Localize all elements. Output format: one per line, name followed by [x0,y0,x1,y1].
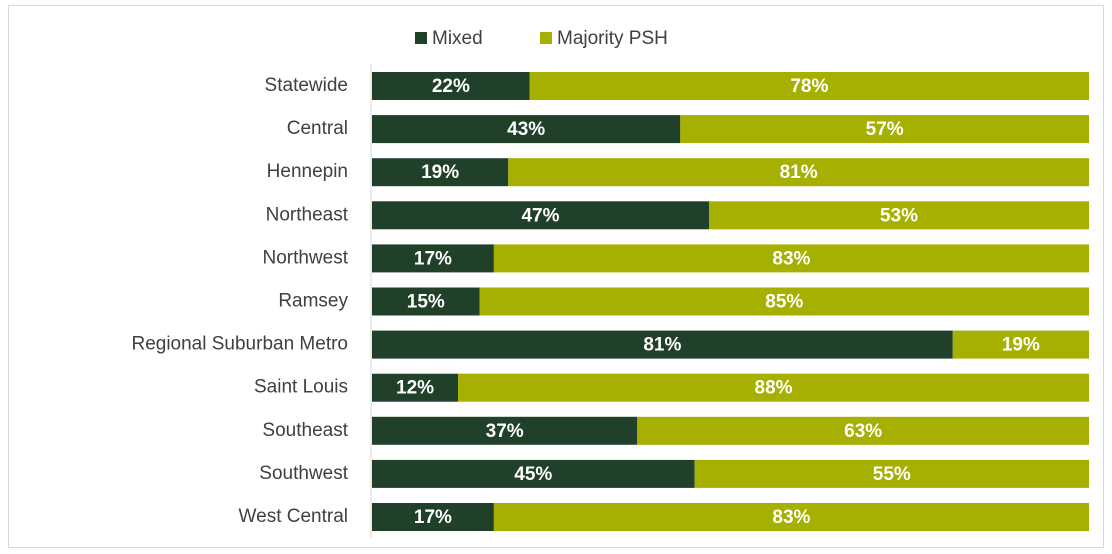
data-label: 19% [1002,335,1040,356]
y-tick-label: Southeast [262,420,348,441]
data-label: 45% [514,464,552,485]
legend-swatch [415,32,427,44]
data-label: 85% [765,292,803,313]
bar-segment [694,459,1089,488]
bar-segment [372,287,480,316]
bar-segment [680,115,1089,144]
legend-label: Majority PSH [557,28,668,49]
bar-segment [493,244,1089,273]
bar-segment [372,459,695,488]
data-label: 81% [780,162,818,183]
y-tick-label: Northeast [266,204,349,225]
bar-segment [372,115,681,144]
y-tick-label: Statewide [265,75,348,96]
bar-segment [458,373,1089,402]
data-label: 81% [643,335,681,356]
bar-segment [637,416,1089,445]
bar-segment [372,158,509,187]
bar-segment [493,503,1089,531]
bar-segment [372,416,638,445]
data-label: 37% [486,421,524,442]
y-tick-label: Regional Suburban Metro [131,334,348,355]
data-label: 53% [880,205,918,226]
data-label: 15% [407,292,445,313]
bar-segment [708,201,1089,230]
legend-label: Mixed [432,28,483,49]
data-label: 55% [873,464,911,485]
bar-segment [508,158,1090,187]
data-label: 47% [521,205,559,226]
y-tick-label: Southwest [259,463,348,484]
bar-segment [372,330,953,359]
y-tick-label: Central [287,118,348,139]
data-label: 12% [396,378,434,399]
bar-segment [529,72,1089,100]
bar-segment [952,330,1089,359]
bar-segment [372,72,530,100]
data-label: 19% [421,162,459,183]
data-label: 57% [866,119,904,140]
data-label: 17% [414,248,452,269]
data-label: 88% [755,378,793,399]
y-tick-label: Saint Louis [254,377,348,398]
data-label: 83% [772,507,810,528]
data-label: 83% [772,248,810,269]
data-label: 78% [790,76,828,97]
bar-segment [372,503,494,531]
data-label: 22% [432,76,470,97]
bar-segment [479,287,1089,316]
data-label: 17% [414,507,452,528]
y-tick-label: Hennepin [267,161,348,182]
y-tick-label: Northwest [262,247,348,268]
bar-segment [372,201,709,230]
bar-segment [372,373,459,402]
data-label: 63% [844,421,882,442]
y-tick-label: Ramsey [278,291,348,312]
data-label: 43% [507,119,545,140]
bar-segment [372,244,494,273]
y-tick-label: West Central [239,506,348,527]
legend-swatch [540,32,552,44]
